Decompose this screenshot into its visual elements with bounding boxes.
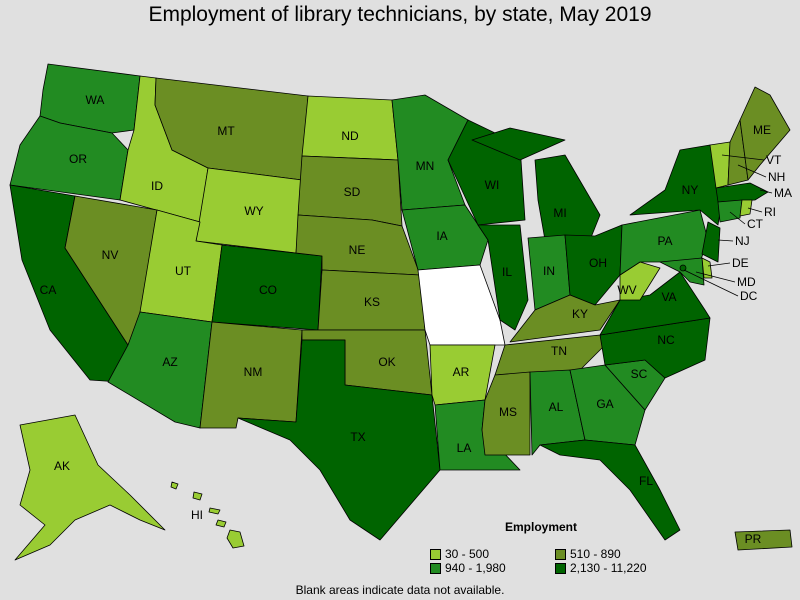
- label-NE: NE: [349, 243, 366, 257]
- label-IL: IL: [502, 265, 512, 279]
- legend-swatch-c2: [555, 549, 566, 560]
- label-HI: HI: [191, 508, 203, 522]
- state-AK[interactable]: [14, 414, 166, 561]
- state-IA[interactable]: [401, 204, 489, 271]
- label-IN: IN: [543, 264, 555, 278]
- label-OK: OK: [378, 355, 395, 369]
- state-VA[interactable]: [599, 271, 711, 336]
- label-RI: RI: [764, 205, 776, 219]
- footnote: Blank areas indicate data not available.: [295, 583, 505, 597]
- label-MT: MT: [217, 124, 235, 138]
- label-TX: TX: [350, 430, 365, 444]
- state-HI-islands[interactable]: [170, 481, 227, 528]
- label-NM: NM: [244, 365, 263, 379]
- map-title: Employment of library technicians, by st…: [148, 3, 652, 26]
- label-NV: NV: [102, 248, 119, 262]
- label-WI: WI: [485, 178, 500, 192]
- label-NH: NH: [768, 170, 785, 184]
- state-MO[interactable]: [417, 264, 506, 346]
- legend-title: Employment: [505, 520, 578, 534]
- label-VT: VT: [766, 153, 782, 167]
- state-NJ[interactable]: [701, 221, 721, 263]
- label-MD: MD: [737, 275, 756, 289]
- label-AL: AL: [549, 400, 564, 414]
- leader-CT: [729, 211, 746, 225]
- label-WY: WY: [244, 204, 263, 218]
- label-WV: WV: [617, 283, 636, 297]
- label-FL: FL: [639, 474, 653, 488]
- state-MI-UP[interactable]: [471, 127, 566, 161]
- state-ND[interactable]: [301, 95, 399, 161]
- legend-item-c2: 510 - 890: [555, 547, 621, 561]
- leader-MD: [695, 271, 736, 283]
- leader-DE: [707, 262, 731, 267]
- legend-swatch-c3: [430, 563, 441, 574]
- label-ID: ID: [151, 179, 163, 193]
- state-FL[interactable]: [539, 439, 681, 541]
- label-NY: NY: [682, 183, 699, 197]
- leader-NH: [737, 164, 767, 178]
- legend-item-c4: 2,130 - 11,220: [555, 561, 647, 575]
- label-DE: DE: [732, 256, 749, 270]
- legend-label-c3: 940 - 1,980: [445, 561, 506, 575]
- label-KY: KY: [572, 307, 588, 321]
- label-TN: TN: [551, 344, 567, 358]
- label-ME: ME: [753, 123, 771, 137]
- state-ME[interactable]: [739, 86, 791, 181]
- label-CO: CO: [259, 283, 277, 297]
- label-PA: PA: [657, 234, 672, 248]
- label-NC: NC: [657, 333, 675, 347]
- legend-item-c1: 30 - 500: [430, 547, 489, 561]
- state-TX[interactable]: [237, 339, 441, 541]
- label-GA: GA: [596, 397, 613, 411]
- leader-VT: [721, 154, 765, 161]
- legend-label-c2: 510 - 890: [570, 547, 621, 561]
- state-GA[interactable]: [569, 364, 646, 446]
- label-PR: PR: [745, 532, 762, 546]
- label-UT: UT: [175, 264, 192, 278]
- label-MS: MS: [499, 405, 517, 419]
- legend-label-c4: 2,130 - 11,220: [570, 561, 647, 575]
- state-PR[interactable]: [734, 529, 793, 551]
- label-NJ: NJ: [735, 234, 750, 248]
- state-MI[interactable]: [534, 154, 601, 241]
- state-TN[interactable]: [494, 329, 621, 376]
- legend-item-c3: 940 - 1,980: [430, 561, 506, 575]
- label-CA: CA: [40, 283, 57, 297]
- label-OH: OH: [589, 256, 607, 270]
- label-AZ: AZ: [162, 355, 177, 369]
- state-HI[interactable]: [226, 529, 245, 549]
- label-SD: SD: [344, 185, 361, 199]
- leader-NJ: [717, 239, 734, 242]
- legend-swatch-c1: [430, 549, 441, 560]
- label-DC: DC: [740, 289, 758, 303]
- label-IA: IA: [436, 229, 447, 243]
- label-MI: MI: [553, 206, 566, 220]
- label-MA: MA: [774, 186, 792, 200]
- label-VA: VA: [661, 290, 676, 304]
- label-SC: SC: [631, 367, 648, 381]
- state-IL[interactable]: [477, 224, 529, 331]
- state-MD[interactable]: [659, 257, 705, 286]
- label-MN: MN: [416, 159, 435, 173]
- label-AK: AK: [54, 459, 70, 473]
- label-ND: ND: [341, 129, 359, 143]
- leader-MA: [759, 189, 773, 194]
- label-LA: LA: [457, 441, 472, 455]
- leader-DC: [683, 269, 739, 297]
- label-KS: KS: [364, 295, 380, 309]
- label-AR: AR: [453, 365, 470, 379]
- state-NY[interactable]: [629, 144, 723, 226]
- state-MN[interactable]: [391, 94, 469, 211]
- state-MA[interactable]: [715, 182, 769, 203]
- state-DC[interactable]: [679, 264, 687, 272]
- label-WA: WA: [86, 93, 105, 107]
- leader-RI: [747, 207, 763, 213]
- legend-swatch-c4: [555, 563, 566, 574]
- legend-label-c1: 30 - 500: [445, 547, 490, 561]
- label-CT: CT: [747, 217, 764, 231]
- state-RI[interactable]: [739, 199, 753, 217]
- label-OR: OR: [69, 152, 87, 166]
